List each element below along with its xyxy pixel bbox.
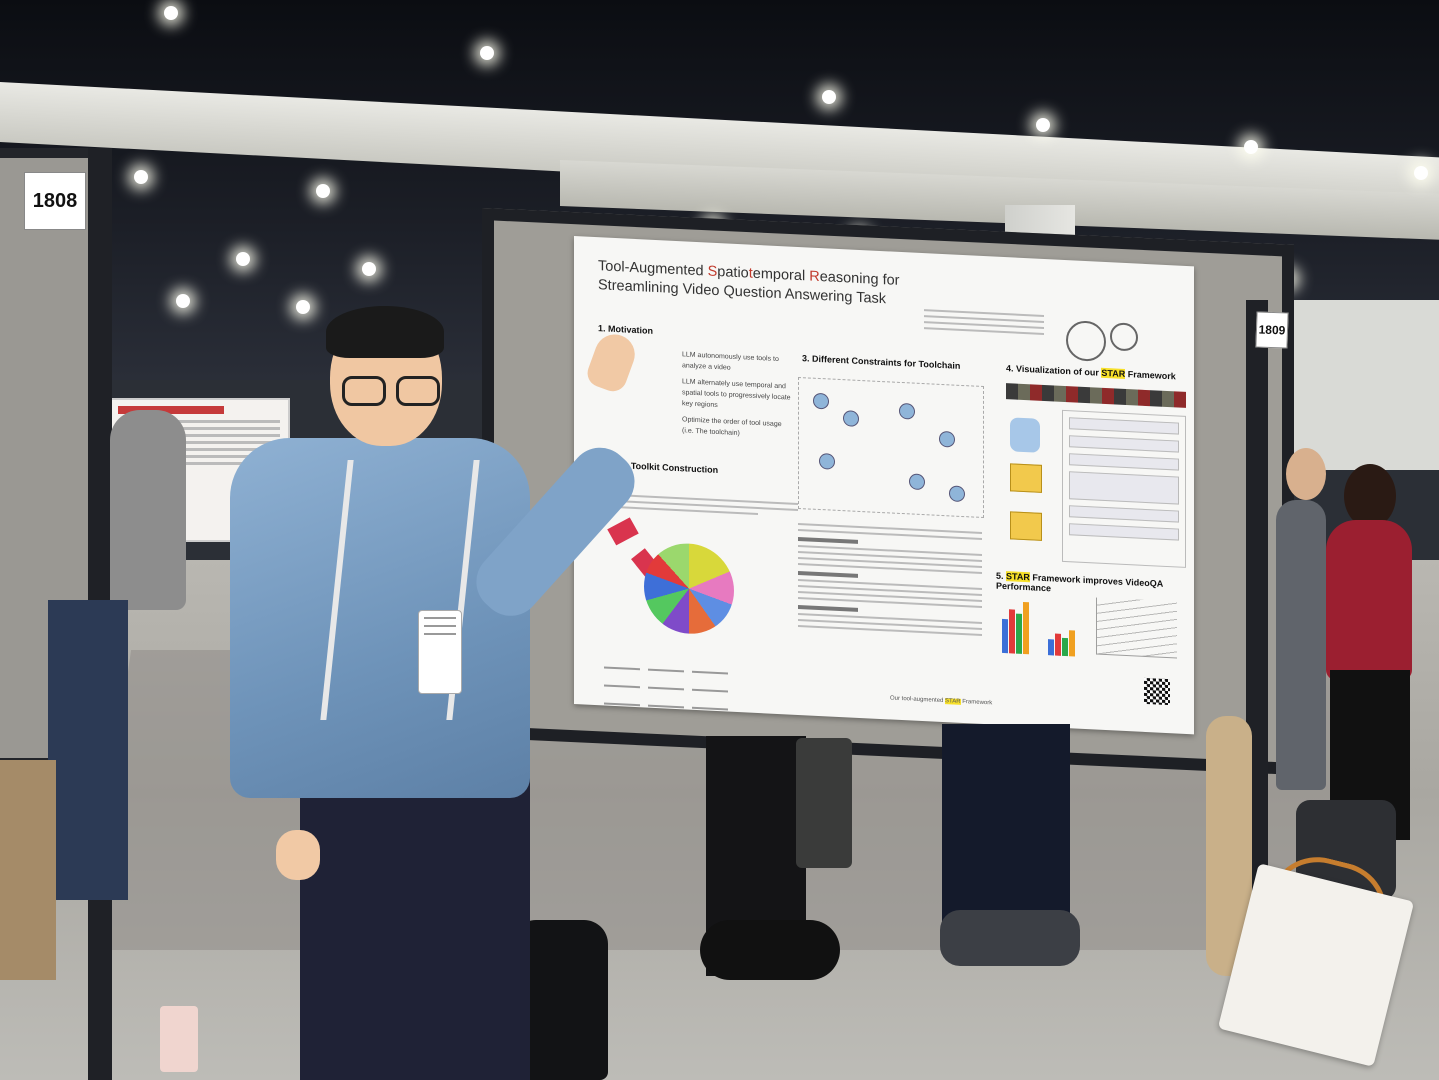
presenter-hair [326,306,444,358]
university-logo [1066,320,1106,363]
list-item: LLM autonomously use tools to analyze a … [682,351,779,372]
video-frames-strip [1006,383,1186,408]
performance-line-chart [1096,597,1177,659]
ceiling-light [176,294,190,308]
attendee-behind-poster [942,724,1070,944]
attendee-left [110,410,186,610]
robot-icon [1010,417,1040,453]
notepad-icon [1010,463,1042,493]
booth-number-left: 1808 [24,172,86,230]
section-visualization: 4. Visualization of our STAR Framework [1006,363,1176,382]
research-poster: Tool-Augmented Spatiotemporal Reasoning … [574,236,1194,735]
motivation-list: LLM autonomously use tools to analyze a … [682,349,792,446]
attendee-left-legs [48,600,128,900]
poster-title: Tool-Augmented Spatiotemporal Reasoning … [598,258,900,308]
ceiling-light [164,6,178,20]
qr-code [1144,677,1170,706]
ceiling-light [822,90,836,104]
attendee-shoes [700,920,840,980]
institute-logo [1110,322,1138,352]
performance-bar-chart [998,593,1090,657]
attendee-woman [1326,520,1412,680]
reasoning-steps-panel [1062,409,1186,568]
ceiling-light [1036,118,1050,132]
ceiling-light [296,300,310,314]
back-wall [1290,300,1439,470]
ceiling-light [316,184,330,198]
glasses [342,376,440,406]
ceiling-light [134,170,148,184]
ceiling-light [1414,166,1428,180]
author-affiliations [924,305,1044,339]
presenter-left-hand [276,830,320,880]
tool-usage-pie-chart [644,541,734,636]
name-badge [418,610,462,694]
booth-number-right: 1809 [1255,311,1289,349]
toolchain-diagram [798,376,984,519]
ceiling-light [1244,140,1258,154]
presenter-pants [300,750,530,1080]
poster-footer: Our tool-augmented STAR Framework [890,695,993,707]
presenter [228,306,647,1080]
drink-cup [160,1006,198,1072]
ceiling-light [480,46,494,60]
attendee-right [1276,500,1326,790]
list-item: Optimize the order of tool usage (i.e. T… [682,416,782,438]
tote-bag-gray [796,738,852,868]
constraint-text [798,519,982,640]
notepad-icon [1010,511,1042,541]
attendee-left-partial [0,760,56,980]
attendee-right-head [1286,448,1326,500]
ceiling-light [236,252,250,266]
list-item: LLM alternately use temporal and spatial… [682,378,791,410]
attendee-shoes [940,910,1080,966]
section-constraints: 3. Different Constraints for Toolchain [802,353,961,371]
presenter-denim-jacket [230,438,530,798]
attendee-woman-head [1344,464,1396,528]
ceiling-light [362,262,376,276]
